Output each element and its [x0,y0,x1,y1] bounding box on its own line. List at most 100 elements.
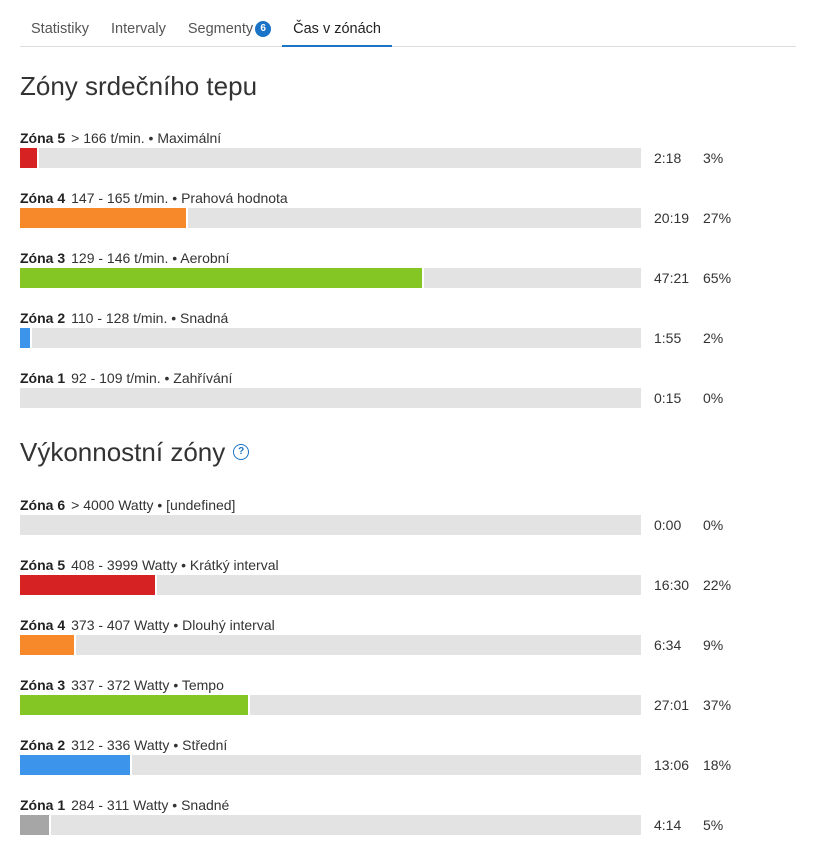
tab-bar: Statistiky Intervaly Segmenty 6 Čas v zón… [20,12,796,47]
zone-name: Zóna 4 [20,190,66,206]
zone-row: Zóna 1 284 - 311 Watty • Snadné 4:14 5% [20,797,800,837]
zone-label: Zóna 4 373 - 407 Watty • Dlouhý interval [20,617,275,633]
zone-percent: 2% [703,330,724,346]
zone-percent: 18% [703,757,732,773]
zone-time: 2:18 [654,150,682,166]
zone-name: Zóna 4 [20,617,66,633]
zone-time: 4:14 [654,817,682,833]
zone-percent: 37% [703,697,732,713]
zone-label: Zóna 5 > 166 t/min. • Maximální [20,130,221,146]
zone-row: Zóna 6 > 4000 Watty • [undefined] 0:00 0% [20,497,800,537]
zone-bar-track [20,635,641,655]
power-zones-title-text: Výkonnostní zóny [20,437,226,467]
zone-label: Zóna 6 > 4000 Watty • [undefined] [20,497,235,513]
tab-cas-v-zonach[interactable]: Čas v zónách [282,12,392,47]
zone-bar-track [20,148,641,168]
hr-zones-title: Zóny srdečního tepu [20,70,257,102]
zone-bar-fill [20,635,76,655]
question-circle-icon[interactable]: ? [233,444,250,461]
zone-row: Zóna 2 110 - 128 t/min. • Snadná 1:55 2% [20,310,800,350]
zone-row: Zóna 5 > 166 t/min. • Maximální 2:18 3% [20,130,800,170]
count-badge: 6 [255,21,272,37]
zone-percent: 22% [703,577,732,593]
zone-range: 92 - 109 t/min. • Zahřívání [71,370,233,386]
zone-label: Zóna 3 337 - 372 Watty • Tempo [20,677,224,693]
zone-name: Zóna 1 [20,797,66,813]
zone-range: 337 - 372 Watty • Tempo [71,677,224,693]
zone-time: 16:30 [654,577,690,593]
zone-name: Zóna 2 [20,310,66,326]
zone-range: 110 - 128 t/min. • Snadná [71,310,229,326]
hr-zones-title-text: Zóny srdečního tepu [20,71,258,101]
zone-bar-fill [20,815,51,835]
zone-percent: 0% [703,390,724,406]
zone-percent: 0% [703,517,724,533]
zone-name: Zóna 5 [20,130,66,146]
zone-bar-track [20,208,641,228]
zone-name: Zóna 2 [20,737,66,753]
zone-name: Zóna 3 [20,677,66,693]
zone-bar-fill [20,148,39,168]
zone-label: Zóna 1 284 - 311 Watty • Snadné [20,797,229,813]
zone-bar-track [20,515,641,535]
zone-label: Zóna 5 408 - 3999 Watty • Krátký interval [20,557,279,573]
zone-range: 373 - 407 Watty • Dlouhý interval [71,617,275,633]
zone-range: 284 - 311 Watty • Snadné [71,797,230,813]
zone-time: 20:19 [654,210,690,226]
zone-name: Zóna 6 [20,497,66,513]
zone-range: 129 - 146 t/min. • Aerobní [71,250,230,266]
zone-time: 0:15 [654,390,682,406]
zone-bar-track [20,575,641,595]
zone-name: Zóna 1 [20,370,66,386]
zone-percent: 9% [703,637,724,653]
zone-range: 312 - 336 Watty • Střední [71,737,228,753]
zone-bar-fill [20,755,132,775]
tab-label: Segmenty [187,21,254,37]
zone-bar-fill [20,695,250,715]
zone-row: Zóna 3 129 - 146 t/min. • Aerobní 47:21 65% [20,250,800,290]
zone-bar-fill [20,328,32,348]
tab-intervaly[interactable]: Intervaly [100,12,177,46]
zone-time: 27:01 [654,697,690,713]
zone-bar-track [20,328,641,348]
zone-time: 0:00 [654,517,682,533]
zone-time: 13:06 [654,757,690,773]
zone-bar-track [20,755,641,775]
zone-bar-track [20,388,641,408]
zone-range: > 166 t/min. • Maximální [71,130,222,146]
zone-range: 408 - 3999 Watty • Krátký interval [71,557,279,573]
tab-label: Intervaly [111,21,166,37]
zone-bar-track [20,268,641,288]
zone-percent: 65% [703,270,732,286]
zone-range: > 4000 Watty • [undefined] [71,497,236,513]
zone-row: Zóna 1 92 - 109 t/min. • Zahřívání 0:15 0% [20,370,800,410]
power-zones-title: Výkonnostní zóny? [20,436,250,468]
zone-row: Zóna 2 312 - 336 Watty • Střední 13:06 18% [20,737,800,777]
zone-name: Zóna 5 [20,557,66,573]
zone-bar-track [20,695,641,715]
zone-name: Zóna 3 [20,250,66,266]
zone-bar-fill [20,208,188,228]
zone-row: Zóna 3 337 - 372 Watty • Tempo 27:01 37% [20,677,800,717]
zone-range: 147 - 165 t/min. • Prahová hodnota [71,190,288,206]
zone-time: 47:21 [654,270,690,286]
zone-bar-fill [20,575,157,595]
zone-row: Zóna 4 373 - 407 Watty • Dlouhý interval 6… [20,617,800,657]
zone-row: Zóna 4 147 - 165 t/min. • Prahová hodnota… [20,190,800,230]
tab-label: Čas v zónách [293,20,381,37]
zone-row: Zóna 5 408 - 3999 Watty • Krátký interval… [20,557,800,597]
zone-label: Zóna 2 110 - 128 t/min. • Snadná [20,310,228,326]
zone-label: Zóna 2 312 - 336 Watty • Střední [20,737,227,753]
zone-bar-fill [20,268,424,288]
tab-label: Statistiky [31,21,90,37]
zone-label: Zóna 3 129 - 146 t/min. • Aerobní [20,250,229,266]
zone-percent: 5% [703,817,724,833]
zone-time: 6:34 [654,637,682,653]
zone-bar-track [20,815,641,835]
zone-time: 1:55 [654,330,682,346]
zone-percent: 27% [703,210,732,226]
tab-statistiky[interactable]: Statistiky [20,12,100,46]
zone-percent: 3% [703,150,724,166]
zone-label: Zóna 1 92 - 109 t/min. • Zahřívání [20,370,232,386]
tab-segmenty[interactable]: Segmenty 6 [177,12,282,46]
